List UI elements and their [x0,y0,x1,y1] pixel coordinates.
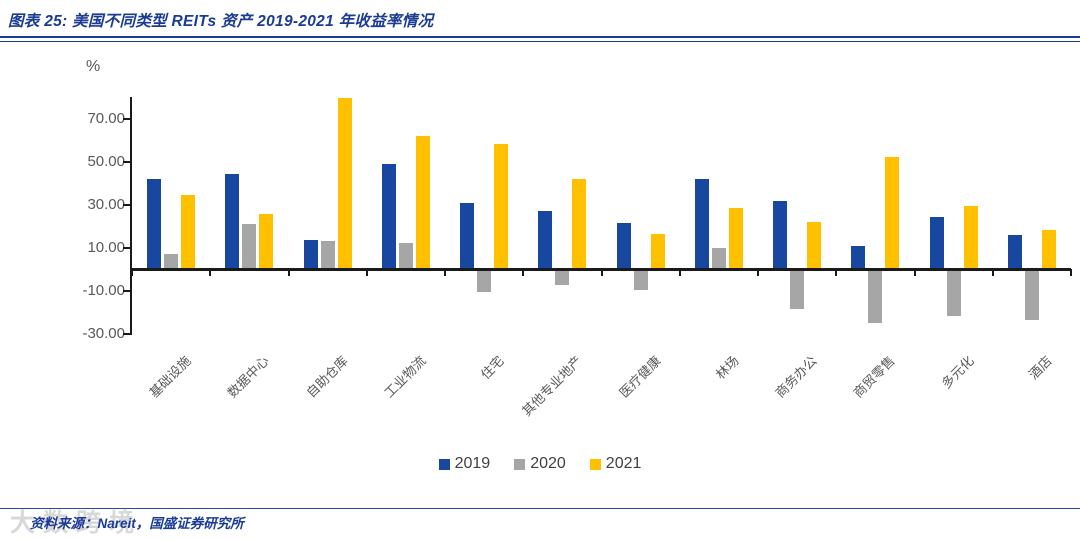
bar-2021-数据中心 [259,214,274,269]
figure-title: 图表 25: 美国不同类型 REITs 资产 2019-2021 年收益率情况 [8,13,434,30]
bar-2021-商务办公 [807,221,822,269]
header-rule-thick [0,36,1080,38]
bar-2019-商贸零售 [851,245,866,269]
x-tick-mark [131,269,133,276]
bar-2021-医疗健康 [650,233,665,269]
legend-label-2019: 2019 [454,455,491,472]
header-rule-thin [0,41,1080,42]
source-note: 资料来源：Nareit，国盛证券研究所 [30,516,244,531]
bar-2021-商贸零售 [885,157,900,269]
y-tick-mark [123,332,130,335]
bar-2020-酒店 [1024,269,1039,320]
bar-2021-其他专业地产 [572,178,587,269]
bar-2020-其他专业地产 [555,269,570,286]
x-tick-mark [444,269,446,276]
x-category-label-5: 住宅 [477,353,507,383]
bar-2019-数据中心 [225,173,240,269]
x-category-label-4: 工业物流 [381,353,429,401]
x-tick-mark [209,269,212,276]
x-category-label-3: 自助仓库 [302,353,351,401]
x-category-label-1: 基础设施 [146,353,194,401]
legend-item-2019: 2019 [438,455,491,473]
y-tick-mark [123,160,130,163]
x-tick-mark [757,269,759,276]
y-tick-label: 10.00 [87,238,125,256]
bar-2019-酒店 [1007,235,1022,269]
bar-2021-住宅 [494,143,509,269]
y-axis-unit-label: % [86,58,101,75]
x-category-label-10: 商贸零售 [850,353,899,401]
x-category-label-12: 酒店 [1025,353,1055,383]
x-axis-line [130,268,1071,271]
legend-item-2021: 2021 [589,455,642,473]
legend-swatch-2019 [438,458,450,470]
bar-2019-林场 [694,178,709,269]
legend-swatch-2020 [514,458,526,470]
footer-rule [0,508,1080,509]
x-tick-mark [678,269,681,276]
legend-swatch-2021 [589,458,601,470]
y-tick-label: -30.00 [82,324,125,342]
plot-area [130,97,1071,335]
watermark: 大数跨境 [10,509,143,537]
y-tick-mark [123,203,130,206]
bar-2019-多元化 [929,217,944,269]
bar-2021-酒店 [1041,229,1056,269]
x-tick-mark [365,269,368,276]
y-axis-line [130,97,132,335]
x-category-label-8: 林场 [712,353,742,383]
bar-2020-林场 [711,247,726,269]
legend-label-2020: 2020 [530,455,566,472]
y-tick-mark [123,117,130,120]
y-tick-label: 50.00 [87,152,125,170]
legend: 2019 2020 2021 [0,455,1080,473]
legend-label-2021: 2021 [605,455,642,472]
bar-2020-数据中心 [242,223,257,269]
bar-2019-工业物流 [381,164,396,269]
bar-2019-基础设施 [147,178,162,269]
bar-2020-基础设施 [164,253,179,269]
x-tick-mark [600,269,603,276]
x-tick-mark [991,269,994,276]
x-tick-mark [1070,269,1072,276]
bar-2021-自助仓库 [337,98,352,269]
y-tick-mark [123,289,130,292]
bar-2019-商务办公 [773,201,788,269]
x-category-label-11: 多元化 [938,353,977,392]
bar-2020-医疗健康 [633,269,648,291]
y-tick-mark [123,246,130,249]
x-category-label-9: 商务办公 [772,353,820,401]
y-tick-label: 30.00 [87,195,125,213]
y-tick-label: -10.00 [82,281,125,299]
x-tick-mark [287,269,290,276]
bar-2021-林场 [728,207,743,269]
bar-2019-医疗健康 [616,223,631,269]
bar-2020-多元化 [946,269,961,316]
x-tick-mark [522,269,525,276]
bar-2019-自助仓库 [303,239,318,269]
bar-2020-住宅 [477,269,492,292]
y-tick-label: 70.00 [87,109,125,127]
bar-2021-工业物流 [415,135,430,269]
x-category-label-7: 医疗健康 [615,353,664,401]
bar-2021-基础设施 [181,195,196,269]
x-tick-mark [835,269,838,276]
bar-2020-商务办公 [790,269,805,309]
bar-2020-工业物流 [398,242,413,269]
bar-2019-其他专业地产 [538,210,553,269]
bar-2019-住宅 [460,202,475,269]
bar-2020-商贸零售 [868,269,883,324]
bar-2020-自助仓库 [320,241,335,269]
x-category-label-6: 其他专业地产 [519,353,586,419]
x-category-label-2: 数据中心 [224,353,273,401]
bar-2021-多元化 [963,205,978,269]
x-tick-mark [913,269,916,276]
legend-item-2020: 2020 [514,455,566,473]
